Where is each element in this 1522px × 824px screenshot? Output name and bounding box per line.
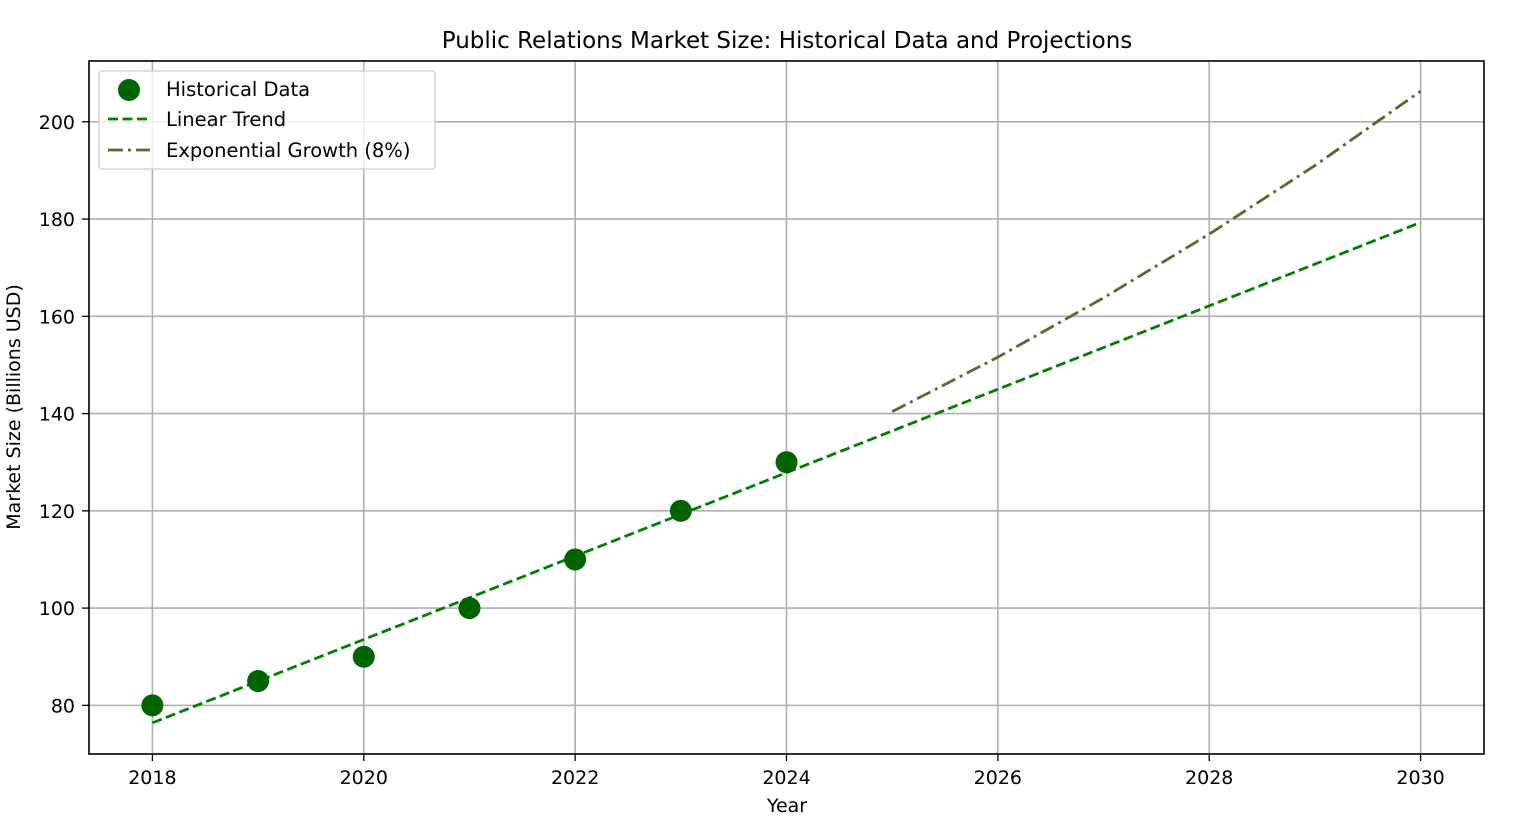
y-tick-label: 80	[51, 695, 75, 717]
x-tick-label: 2018	[128, 767, 176, 789]
y-tick-label: 140	[39, 404, 75, 426]
x-tick-label: 2030	[1396, 767, 1444, 789]
y-tick-label: 180	[39, 209, 75, 231]
legend-label-exponential: Exponential Growth (8%)	[166, 139, 410, 162]
x-axis-ticks: 2018 2020 2022 2024 2026 2028 2030	[128, 754, 1445, 789]
legend: Historical Data Linear Trend Exponential…	[98, 70, 436, 170]
series-exponential-growth-line	[891, 90, 1422, 413]
historical-data-point	[352, 645, 375, 668]
y-tick-label: 160	[39, 306, 75, 328]
x-tick-label: 2020	[340, 767, 388, 789]
historical-data-point	[564, 548, 587, 571]
historical-data-point	[247, 670, 270, 693]
y-axis-ticks: 80 100 120 140 160 180 200	[39, 112, 89, 717]
x-tick-label: 2028	[1185, 767, 1233, 789]
y-tick-label: 200	[39, 112, 75, 134]
series-layer	[141, 90, 1422, 725]
legend-box	[98, 70, 436, 170]
y-axis-label: Market Size (Billions USD)	[3, 284, 25, 530]
x-tick-label: 2022	[551, 767, 599, 789]
historical-data-point	[775, 451, 798, 474]
legend-marker-historical	[118, 79, 140, 101]
y-tick-label: 100	[39, 598, 75, 620]
chart-title: Public Relations Market Size: Historical…	[442, 28, 1133, 54]
x-tick-label: 2026	[974, 767, 1022, 789]
x-axis-label: Year	[766, 795, 807, 817]
y-tick-label: 120	[39, 501, 75, 523]
grid	[89, 61, 1484, 754]
historical-data-point	[458, 597, 481, 620]
legend-label-historical: Historical Data	[166, 78, 310, 101]
x-tick-label: 2024	[762, 767, 810, 789]
historical-data-point	[669, 499, 692, 522]
historical-data-point	[141, 694, 164, 717]
legend-label-linear: Linear Trend	[166, 108, 286, 131]
